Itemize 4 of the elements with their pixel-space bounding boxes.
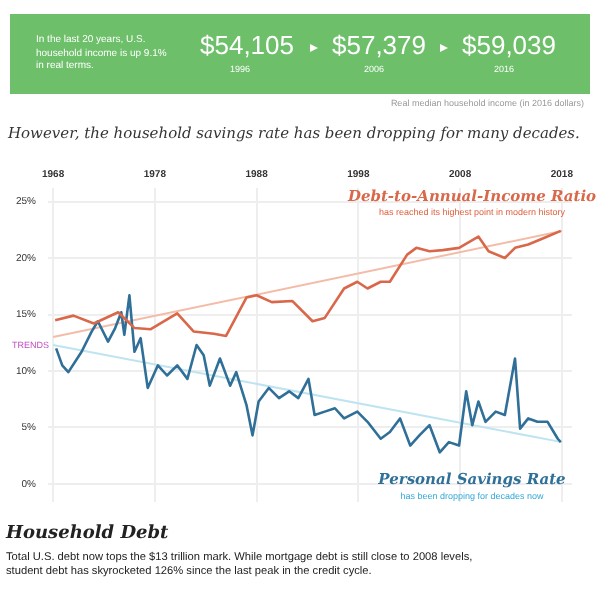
- text: $59,039: [462, 30, 556, 60]
- text: $54,105: [200, 30, 294, 60]
- text: Household Debt: [6, 524, 169, 544]
- text: $57,379: [332, 30, 426, 60]
